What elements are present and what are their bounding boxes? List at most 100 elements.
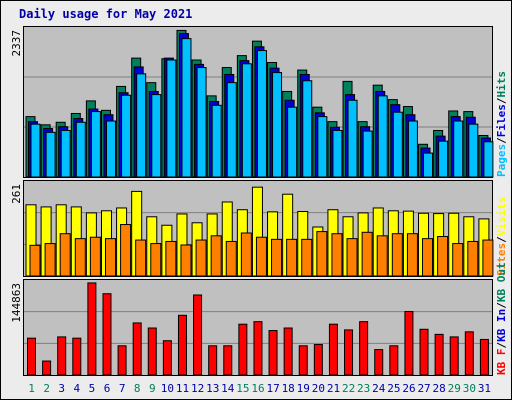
sites-bar: [331, 233, 343, 277]
sites-bar: [391, 233, 403, 277]
legend-entry-4: KB Out: [495, 262, 508, 302]
pages-bar: [347, 99, 358, 178]
day-label-13: 13: [206, 382, 219, 395]
day-label-1: 1: [28, 382, 35, 395]
day-label-18: 18: [282, 382, 295, 395]
kbytes-bar: [208, 345, 218, 376]
pages-bar: [407, 120, 418, 178]
kbytes-bar: [42, 360, 52, 376]
legend-entry-1: /: [495, 236, 508, 243]
legend-entry-0: Sites: [495, 243, 508, 276]
sites-bar: [195, 239, 207, 277]
legend-entry-3: /: [495, 97, 508, 104]
day-label-7: 7: [119, 382, 126, 395]
kbytes-bar: [419, 328, 429, 376]
legend-entry-1: /: [495, 342, 508, 349]
sites-bar: [406, 233, 418, 277]
day-label-29: 29: [448, 382, 461, 395]
chart-title: Daily usage for May 2021: [19, 7, 193, 21]
day-label-30: 30: [463, 382, 476, 395]
pages-bar: [166, 59, 177, 178]
legend-entry-2: KB In: [495, 309, 508, 342]
sites-bar: [240, 232, 252, 277]
sites-bar: [376, 235, 388, 277]
legend-entry-0: KB F: [495, 349, 508, 376]
pages-bar: [151, 94, 162, 178]
sites-bar: [361, 231, 373, 277]
sites-bar: [29, 244, 41, 277]
pages-bar: [272, 72, 283, 178]
kbytes-bar: [132, 322, 142, 376]
day-label-16: 16: [251, 382, 264, 395]
pages-bar: [453, 120, 464, 178]
kbytes-bar: [283, 327, 293, 376]
sites-bar: [89, 236, 101, 277]
kbytes-bar: [344, 329, 354, 376]
pages-bar: [362, 130, 373, 178]
kbytes-bar: [193, 294, 203, 376]
day-label-2: 2: [43, 382, 50, 395]
sites-bar: [210, 235, 222, 277]
legend-entry-4: Hits: [495, 71, 508, 98]
day-label-22: 22: [342, 382, 355, 395]
kbytes-bar: [389, 345, 399, 376]
sites-bar: [422, 238, 434, 277]
pages-bar: [30, 123, 41, 178]
kbytes-bar: [102, 293, 112, 376]
sites-bar: [255, 236, 267, 277]
sites-bar: [104, 238, 116, 277]
kbytes-bar: [72, 337, 82, 376]
day-label-24: 24: [372, 382, 386, 395]
pages-bar: [181, 38, 192, 178]
day-label-19: 19: [297, 382, 310, 395]
kbytes-bar: [87, 282, 97, 376]
kbytes-bar: [57, 336, 67, 376]
day-label-26: 26: [402, 382, 415, 395]
sites-bar: [346, 238, 358, 277]
pages-bar: [211, 104, 222, 178]
day-label-23: 23: [357, 382, 370, 395]
pages-bar: [136, 73, 147, 178]
sites-bar: [74, 238, 86, 277]
pages-bar: [483, 141, 494, 178]
day-label-6: 6: [104, 382, 111, 395]
sites-bar: [316, 231, 328, 277]
kbytes-bar: [223, 345, 233, 376]
day-label-15: 15: [236, 382, 249, 395]
sites-bar: [135, 239, 147, 277]
kbytes-bar: [404, 310, 414, 376]
pages-bar: [317, 116, 328, 178]
sites-bar: [437, 236, 449, 277]
day-label-11: 11: [176, 382, 189, 395]
hits-ymax-label: 2337: [10, 30, 23, 57]
day-label-12: 12: [191, 382, 204, 395]
sites-bar: [482, 239, 494, 277]
day-label-28: 28: [433, 382, 446, 395]
kbytes-ymax-label: 144863: [10, 283, 23, 323]
pages-bar: [438, 140, 449, 178]
kbytes-bar: [177, 314, 187, 376]
day-label-4: 4: [74, 382, 81, 395]
day-label-8: 8: [134, 382, 141, 395]
sites-bar: [120, 224, 132, 277]
day-label-10: 10: [161, 382, 174, 395]
legend-entry-2: Files: [495, 104, 508, 137]
legend-entry-2: Visits: [495, 197, 508, 237]
kbytes-bar: [162, 340, 172, 376]
kbytes-bar: [313, 344, 323, 376]
day-label-25: 25: [387, 382, 400, 395]
pages-bar: [45, 131, 56, 178]
sites-bar: [271, 238, 283, 277]
sites-bar: [150, 243, 162, 277]
sites-bar: [452, 243, 464, 277]
sites-bar: [59, 233, 71, 277]
pages-bar: [60, 129, 71, 178]
sites-bar: [467, 240, 479, 277]
visits-ymax-label: 261: [10, 184, 23, 204]
kbytes-bar: [253, 321, 263, 376]
kbytes-bar: [147, 327, 157, 376]
day-label-14: 14: [221, 382, 235, 395]
pages-bar: [121, 94, 132, 178]
